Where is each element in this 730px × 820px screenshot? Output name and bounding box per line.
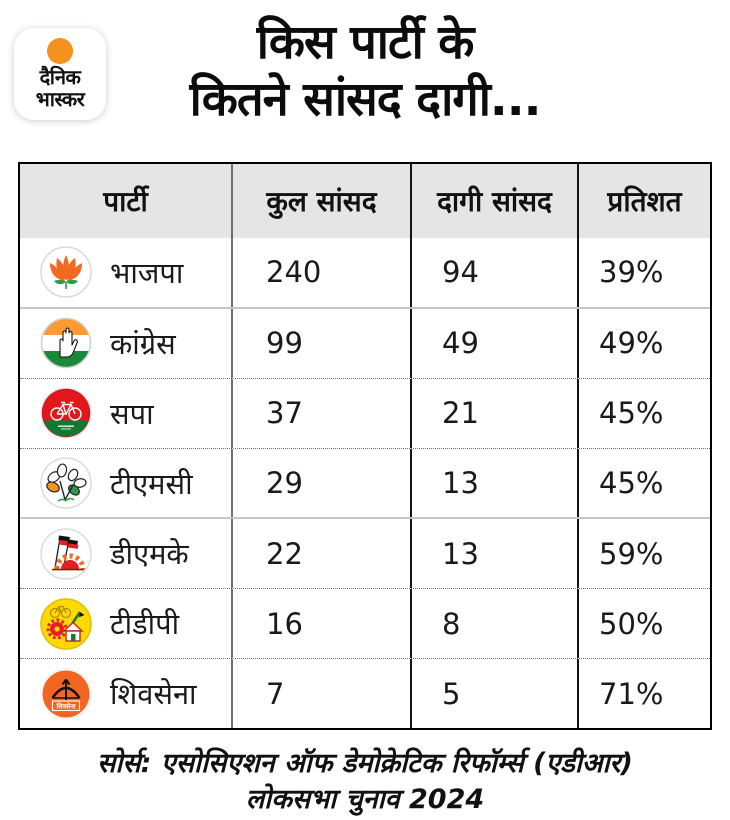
dmk-rising-sun-icon bbox=[40, 528, 92, 580]
table-header-row: पार्टी कुल सांसद दागी सांसद प्रतिशत bbox=[20, 164, 710, 238]
party-mps-table: पार्टी कुल सांसद दागी सांसद प्रतिशत bbox=[18, 162, 712, 730]
svg-text:शिवसेना: शिवसेना bbox=[55, 702, 75, 710]
percent-value: 49% bbox=[577, 308, 710, 378]
congress-hand-icon bbox=[40, 318, 92, 369]
total-mps-value: 16 bbox=[231, 589, 410, 659]
page-title: किस पार्टी के कितने सांसद दागी... bbox=[0, 14, 730, 129]
tmc-flowers-icon bbox=[40, 457, 92, 509]
sp-bicycle-icon bbox=[40, 387, 92, 439]
party-name: टीएमसी bbox=[110, 466, 193, 501]
title-line-2: कितने सांसद दागी... bbox=[189, 72, 542, 128]
header-tainted-mps: दागी सांसद bbox=[410, 164, 577, 238]
percent-value: 45% bbox=[577, 448, 710, 518]
percent-value: 45% bbox=[577, 378, 710, 448]
tainted-mps-value: 5 bbox=[410, 659, 577, 729]
tainted-mps-value: 8 bbox=[410, 589, 577, 659]
tdp-hut-wheel-icon bbox=[40, 597, 92, 650]
bjp-lotus-icon bbox=[40, 246, 92, 299]
party-name: शिवसेना bbox=[110, 677, 197, 712]
brand-logo: दैनिक भास्कर bbox=[14, 28, 106, 120]
shivsena-bow-arrow-icon: शिवसेना bbox=[40, 668, 92, 720]
table-row: शिवसेना शिवसेना 7 5 71% bbox=[20, 658, 710, 729]
percent-value: 39% bbox=[577, 238, 710, 307]
party-name: भाजपा bbox=[110, 255, 184, 290]
table-row: कांग्रेस 99 49 49% bbox=[20, 306, 710, 378]
total-mps-value: 37 bbox=[231, 378, 410, 448]
brand-name-line2: भास्कर bbox=[35, 86, 85, 111]
sun-dot-icon bbox=[47, 37, 73, 64]
header-percent: प्रतिशत bbox=[577, 164, 710, 238]
table-row: टीएमसी 29 13 45% bbox=[20, 447, 710, 518]
party-name: डीएमके bbox=[110, 537, 189, 572]
total-mps-value: 7 bbox=[231, 659, 410, 729]
tainted-mps-value: 21 bbox=[410, 378, 577, 448]
title-line-1: किस पार्टी के bbox=[256, 15, 475, 70]
party-name: सपा bbox=[110, 396, 154, 431]
percent-value: 71% bbox=[577, 659, 710, 729]
source-note: सोर्स: एसोसिएशन ऑफ डेमोक्रेटिक रिफॉर्म्स… bbox=[97, 748, 633, 779]
table-row: डीएमके 22 13 59% bbox=[20, 517, 710, 589]
election-note: लोकसभा चुनाव 2024 bbox=[245, 783, 485, 815]
tainted-mps-value: 13 bbox=[410, 448, 577, 518]
total-mps-value: 29 bbox=[231, 448, 410, 518]
tainted-mps-value: 13 bbox=[410, 519, 577, 589]
table-row: सपा 37 21 45% bbox=[20, 377, 710, 448]
total-mps-value: 22 bbox=[231, 519, 410, 589]
party-name: कांग्रेस bbox=[110, 326, 176, 361]
total-mps-value: 99 bbox=[231, 308, 410, 378]
percent-value: 50% bbox=[577, 589, 710, 659]
party-name: टीडीपी bbox=[110, 607, 180, 642]
tainted-mps-value: 94 bbox=[410, 238, 577, 307]
footer-note: सोर्स: एसोसिएशन ऑफ डेमोक्रेटिक रिफॉर्म्स… bbox=[0, 746, 730, 817]
header-party: पार्टी bbox=[103, 185, 148, 218]
percent-value: 59% bbox=[577, 519, 710, 589]
tainted-mps-value: 49 bbox=[410, 308, 577, 378]
table-row: टीडीपी 16 8 50% bbox=[20, 588, 710, 659]
brand-name-line1: दैनिक bbox=[39, 64, 81, 89]
total-mps-value: 240 bbox=[231, 238, 410, 307]
table-row: भाजपा 240 94 39% bbox=[20, 238, 710, 307]
header-total-mps: कुल सांसद bbox=[231, 164, 410, 238]
